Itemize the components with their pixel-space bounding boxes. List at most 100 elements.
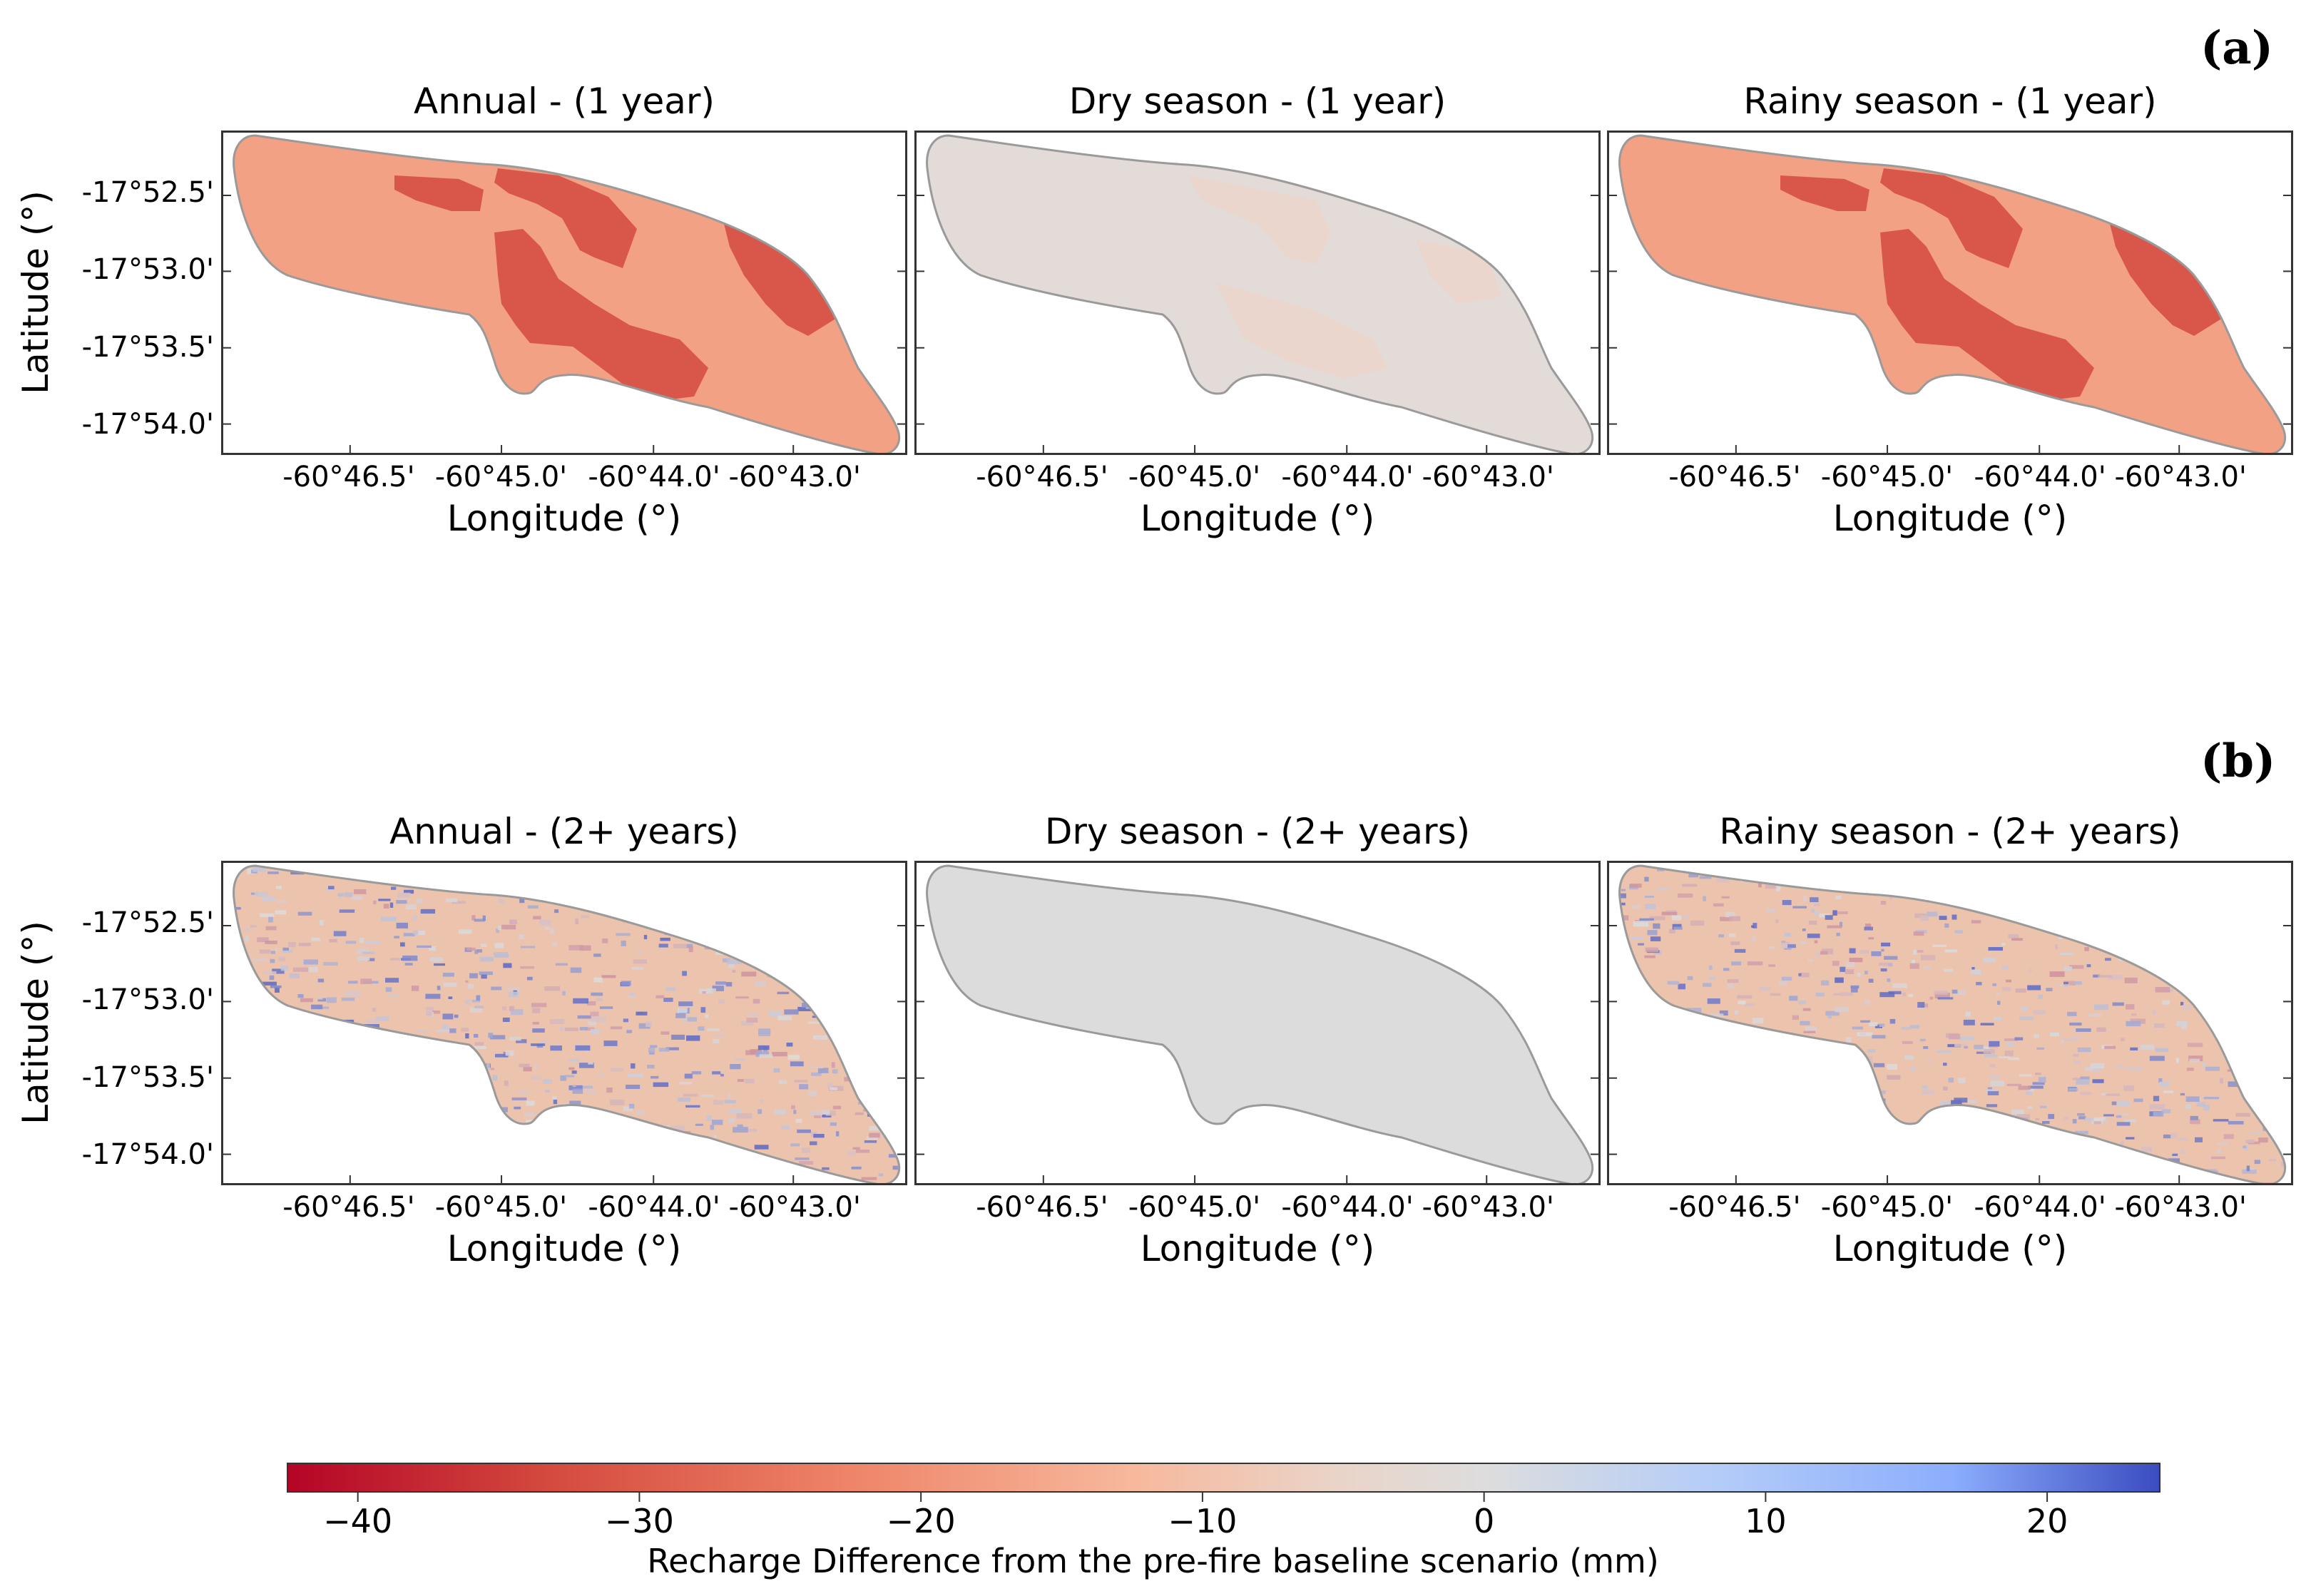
recharge-cell: [275, 1128, 281, 1132]
recharge-cell: [233, 946, 236, 950]
recharge-cell: [447, 1145, 455, 1150]
recharge-cell: [867, 1019, 871, 1023]
recharge-cell: [861, 1177, 877, 1180]
recharge-cell: [327, 1060, 336, 1066]
recharge-cell: [426, 1011, 432, 1016]
recharge-cell: [1740, 1038, 1751, 1043]
recharge-cell: [1820, 1136, 1825, 1140]
recharge-cell: [319, 1039, 332, 1044]
region-fill: [927, 866, 1593, 1183]
recharge-cell: [1792, 1118, 1805, 1121]
recharge-cell: [451, 1177, 467, 1183]
map-svg: [1609, 864, 2292, 1183]
recharge-cell: [501, 1135, 514, 1139]
recharge-cell: [570, 967, 582, 973]
recharge-cell: [830, 882, 837, 886]
recharge-cell: [817, 1068, 829, 1073]
recharge-cell: [1619, 1048, 1622, 1052]
recharge-cell: [1989, 1064, 1996, 1068]
recharge-cell: [2264, 983, 2271, 986]
recharge-cell: [356, 948, 369, 954]
recharge-cell: [1631, 983, 1645, 986]
recharge-cell: [840, 953, 850, 957]
recharge-cell: [456, 1093, 471, 1099]
recharge-cell: [362, 951, 374, 954]
recharge-cell: [2290, 1144, 2292, 1148]
recharge-cell: [2161, 1109, 2171, 1114]
recharge-cell: [2063, 906, 2078, 909]
recharge-cell: [1728, 1110, 1741, 1114]
recharge-cell: [526, 976, 533, 981]
recharge-cell: [337, 893, 344, 897]
recharge-cell: [1868, 937, 1874, 940]
recharge-cell: [354, 889, 367, 894]
recharge-cell: [875, 906, 886, 911]
recharge-cell: [1982, 879, 1986, 884]
recharge-cell: [1855, 1165, 1866, 1170]
recharge-cell: [1658, 1047, 1674, 1052]
recharge-cell: [1986, 902, 1989, 907]
recharge-cell: [750, 881, 761, 884]
recharge-cell: [1920, 1038, 1926, 1042]
recharge-cell: [1842, 883, 1847, 889]
recharge-cell: [727, 958, 742, 965]
recharge-cell: [2006, 979, 2011, 983]
recharge-cell: [451, 1160, 456, 1164]
recharge-cell: [1798, 1001, 1807, 1005]
recharge-cell: [821, 931, 825, 936]
recharge-cell: [527, 905, 539, 909]
recharge-cell: [1773, 1172, 1781, 1177]
recharge-cell: [1743, 1030, 1757, 1035]
recharge-cell: [2093, 1068, 2102, 1072]
recharge-cell: [1835, 1006, 1849, 1013]
recharge-cell: [311, 937, 320, 941]
recharge-cell: [1653, 923, 1660, 929]
recharge-cell: [1850, 1140, 1865, 1145]
recharge-cell: [712, 1120, 723, 1125]
recharge-cell: [2035, 1073, 2041, 1075]
recharge-cell: [490, 1035, 506, 1040]
recharge-cell: [2250, 1167, 2255, 1170]
recharge-cell: [2080, 1092, 2091, 1095]
recharge-cell: [2117, 1159, 2133, 1165]
recharge-cell: [502, 1017, 510, 1022]
recharge-cell: [1841, 1164, 1845, 1167]
recharge-cell: [2078, 1116, 2086, 1120]
recharge-cell: [233, 944, 242, 947]
recharge-cell: [1955, 879, 1966, 884]
recharge-cell: [2075, 1139, 2082, 1142]
recharge-cell: [878, 909, 891, 913]
recharge-cell: [575, 919, 578, 925]
recharge-cell: [1655, 1144, 1666, 1147]
recharge-cell: [307, 1108, 314, 1112]
recharge-cell: [391, 886, 397, 890]
recharge-cell: [468, 983, 474, 989]
recharge-cell: [596, 877, 604, 881]
recharge-cell: [752, 998, 760, 1004]
recharge-cell: [578, 1085, 593, 1089]
recharge-cell: [260, 1023, 264, 1028]
recharge-cell: [1836, 933, 1840, 936]
recharge-cell: [1675, 1064, 1682, 1069]
recharge-cell: [868, 1028, 872, 1032]
recharge-cell: [235, 1073, 239, 1080]
recharge-cell: [442, 868, 454, 871]
recharge-cell: [728, 1109, 742, 1114]
recharge-cell: [850, 884, 856, 889]
recharge-cell: [1814, 881, 1826, 886]
recharge-cell: [809, 996, 817, 1000]
recharge-cell: [1971, 967, 1975, 970]
recharge-cell: [317, 1155, 322, 1160]
recharge-cell: [577, 1127, 582, 1133]
recharge-cell: [2089, 906, 2093, 910]
recharge-cell: [799, 1084, 809, 1090]
recharge-cell: [1945, 871, 1949, 874]
recharge-cell: [432, 1011, 441, 1014]
recharge-cell: [1715, 1093, 1729, 1097]
x-tick-label: -60°43.0': [728, 1191, 861, 1224]
recharge-cell: [650, 1045, 658, 1048]
recharge-cell: [574, 866, 583, 871]
recharge-cell: [827, 1025, 834, 1031]
recharge-cell: [2196, 1102, 2206, 1107]
region-outline: [233, 864, 901, 1183]
